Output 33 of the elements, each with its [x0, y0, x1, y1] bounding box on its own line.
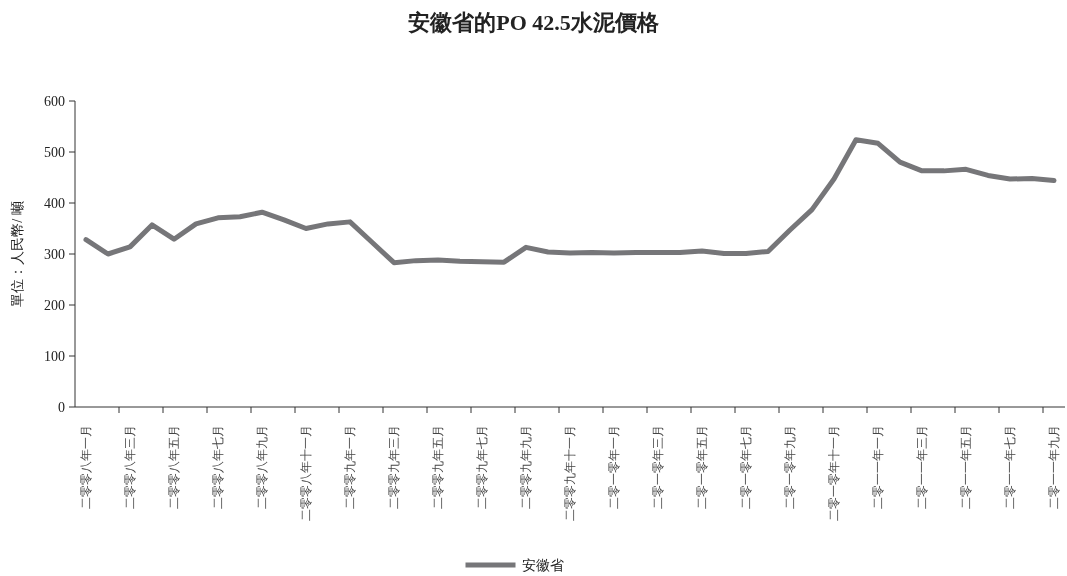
y-tick-label: 200 — [44, 298, 65, 313]
y-tick-label: 100 — [44, 349, 65, 364]
x-tick-label: 二零零九年九月 — [519, 425, 533, 509]
x-tick-label: 二零一一年三月 — [915, 425, 929, 509]
x-tick-label: 二零零九年五月 — [431, 425, 445, 509]
x-tick-label: 二零零九年三月 — [387, 425, 401, 509]
x-tick-label: 二零零九年七月 — [475, 425, 489, 509]
y-tick-label: 500 — [44, 145, 65, 160]
x-tick-label: 二零零八年九月 — [255, 425, 269, 509]
x-tick-label: 二零一零年一月 — [607, 425, 621, 509]
x-tick-label: 二零一一年五月 — [959, 425, 973, 509]
chart-title: 安徽省的PO 42.5水泥價格 — [408, 10, 660, 35]
x-tick-label: 二零一零年三月 — [651, 425, 665, 509]
x-tick-label: 二零一一年七月 — [1003, 425, 1017, 509]
x-tick-label: 二零零九年十一月 — [563, 425, 577, 521]
x-tick-label: 二零零八年三月 — [123, 425, 137, 509]
x-tick-label: 二零零八年五月 — [167, 425, 181, 509]
x-tick-label: 二零零八年十一月 — [299, 425, 313, 521]
x-tick-label: 二零零八年一月 — [79, 425, 93, 509]
x-tick-label: 二零一零年九月 — [783, 425, 797, 509]
x-tick-label: 二零零八年七月 — [211, 425, 225, 509]
x-tick-label: 二零一零年五月 — [695, 425, 709, 509]
x-tick-label: 二零一零年七月 — [739, 425, 753, 509]
y-tick-label: 300 — [44, 247, 65, 262]
y-tick-label: 0 — [58, 400, 65, 415]
y-axis-title: 單位：人民幣/ 噸 — [10, 201, 25, 307]
y-tick-label: 400 — [44, 196, 65, 211]
x-tick-label: 二零零九年一月 — [343, 425, 357, 509]
y-tick-label: 600 — [44, 94, 65, 109]
x-tick-label: 二零一一年一月 — [871, 425, 885, 509]
x-tick-label: 二零一一年九月 — [1047, 425, 1061, 509]
x-tick-label: 二零一零年十一月 — [827, 425, 841, 521]
legend-label: 安徽省 — [521, 558, 564, 573]
